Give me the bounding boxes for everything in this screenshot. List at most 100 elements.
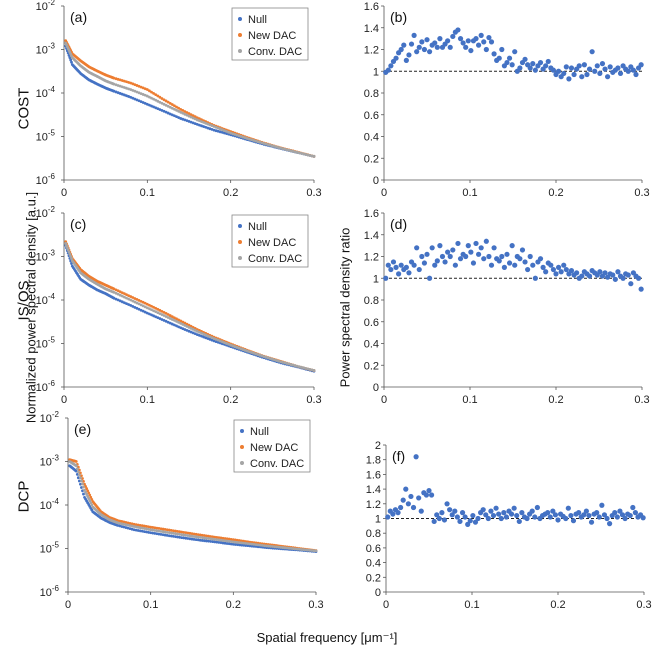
data-point (152, 105, 155, 109)
data-point (120, 300, 124, 304)
data-point (209, 540, 213, 543)
data-point (424, 37, 430, 43)
data-point (473, 240, 479, 247)
series-null (64, 44, 316, 158)
data-point (118, 290, 122, 294)
data-point (431, 518, 437, 525)
data-point (198, 117, 201, 121)
data-point (180, 533, 184, 537)
data-point (240, 541, 244, 545)
data-point (234, 540, 237, 544)
data-point (390, 511, 396, 517)
data-point (423, 492, 430, 498)
data-point (152, 305, 155, 309)
data-point (525, 266, 531, 273)
data-point (131, 304, 135, 308)
data-point (209, 537, 213, 541)
data-point (194, 535, 198, 539)
data-point (524, 515, 530, 522)
data-point (133, 97, 137, 101)
data-point (161, 533, 165, 537)
data-point (436, 515, 442, 522)
data-point (465, 243, 471, 249)
data-point (196, 538, 200, 542)
legend-marker (238, 33, 242, 37)
data-point (267, 544, 270, 548)
data-point (145, 525, 148, 528)
data-point (614, 514, 620, 520)
x-tick-label: 0.2 (226, 599, 241, 611)
data-point (490, 512, 497, 519)
x-tick-label: 0 (61, 394, 67, 406)
data-point (163, 533, 167, 537)
data-point (640, 515, 646, 521)
y-tick-label: 1.2 (364, 45, 379, 57)
data-point (150, 308, 153, 312)
data-point (260, 543, 264, 547)
data-point (463, 44, 469, 50)
data-point (432, 262, 438, 268)
data-point (179, 321, 183, 325)
data-point (160, 97, 164, 100)
data-point (164, 312, 168, 315)
data-point (545, 510, 551, 516)
data-point (74, 464, 78, 468)
data-point (491, 245, 497, 251)
data-point (118, 293, 122, 297)
data-point (599, 502, 605, 508)
data-point (601, 512, 608, 518)
data-point (173, 104, 176, 108)
y-tick-label: 0 (375, 587, 381, 599)
data-point (444, 501, 450, 507)
data-point (191, 327, 195, 331)
data-point (627, 512, 633, 519)
x-tick-label: 0 (65, 599, 71, 611)
data-point (486, 253, 492, 260)
series-null (68, 464, 318, 553)
data-point (193, 115, 197, 119)
data-point (64, 242, 68, 245)
data-point (163, 528, 167, 531)
data-point (162, 102, 166, 106)
data-point (152, 97, 155, 101)
data-point (157, 532, 161, 536)
legend-marker (238, 49, 242, 53)
data-point (67, 250, 71, 254)
data-point (426, 275, 433, 281)
y-tick-label: 1.4 (366, 484, 381, 496)
data-point (279, 545, 283, 549)
data-point (129, 304, 133, 307)
legend-box (233, 419, 311, 473)
y-tick-label: 1.6 (366, 469, 381, 481)
data-point (133, 297, 137, 300)
data-point (192, 537, 196, 541)
data-point (170, 318, 174, 321)
data-point (221, 541, 225, 545)
data-point (468, 47, 474, 54)
data-point (419, 253, 425, 260)
y-tick-label: 10-5 (36, 336, 56, 351)
data-point (244, 541, 248, 545)
data-point (312, 369, 316, 372)
x-tick-label: 0.1 (140, 394, 155, 406)
y-tick-label: 1.6 (364, 208, 379, 220)
data-point (145, 302, 149, 306)
data-point (583, 508, 589, 514)
data-point (537, 59, 544, 66)
data-point (517, 65, 523, 71)
data-point (238, 539, 241, 542)
data-point (625, 68, 631, 74)
legend-label: Conv. DAC (248, 46, 302, 58)
data-point (154, 306, 158, 310)
data-point (158, 308, 162, 312)
data-point (620, 275, 626, 281)
data-point (174, 532, 177, 536)
data-point (563, 266, 569, 273)
data-point (87, 497, 91, 500)
data-point (160, 101, 164, 105)
data-point (439, 510, 445, 516)
legend-label: Null (248, 14, 267, 26)
legend-label: Null (250, 426, 269, 438)
